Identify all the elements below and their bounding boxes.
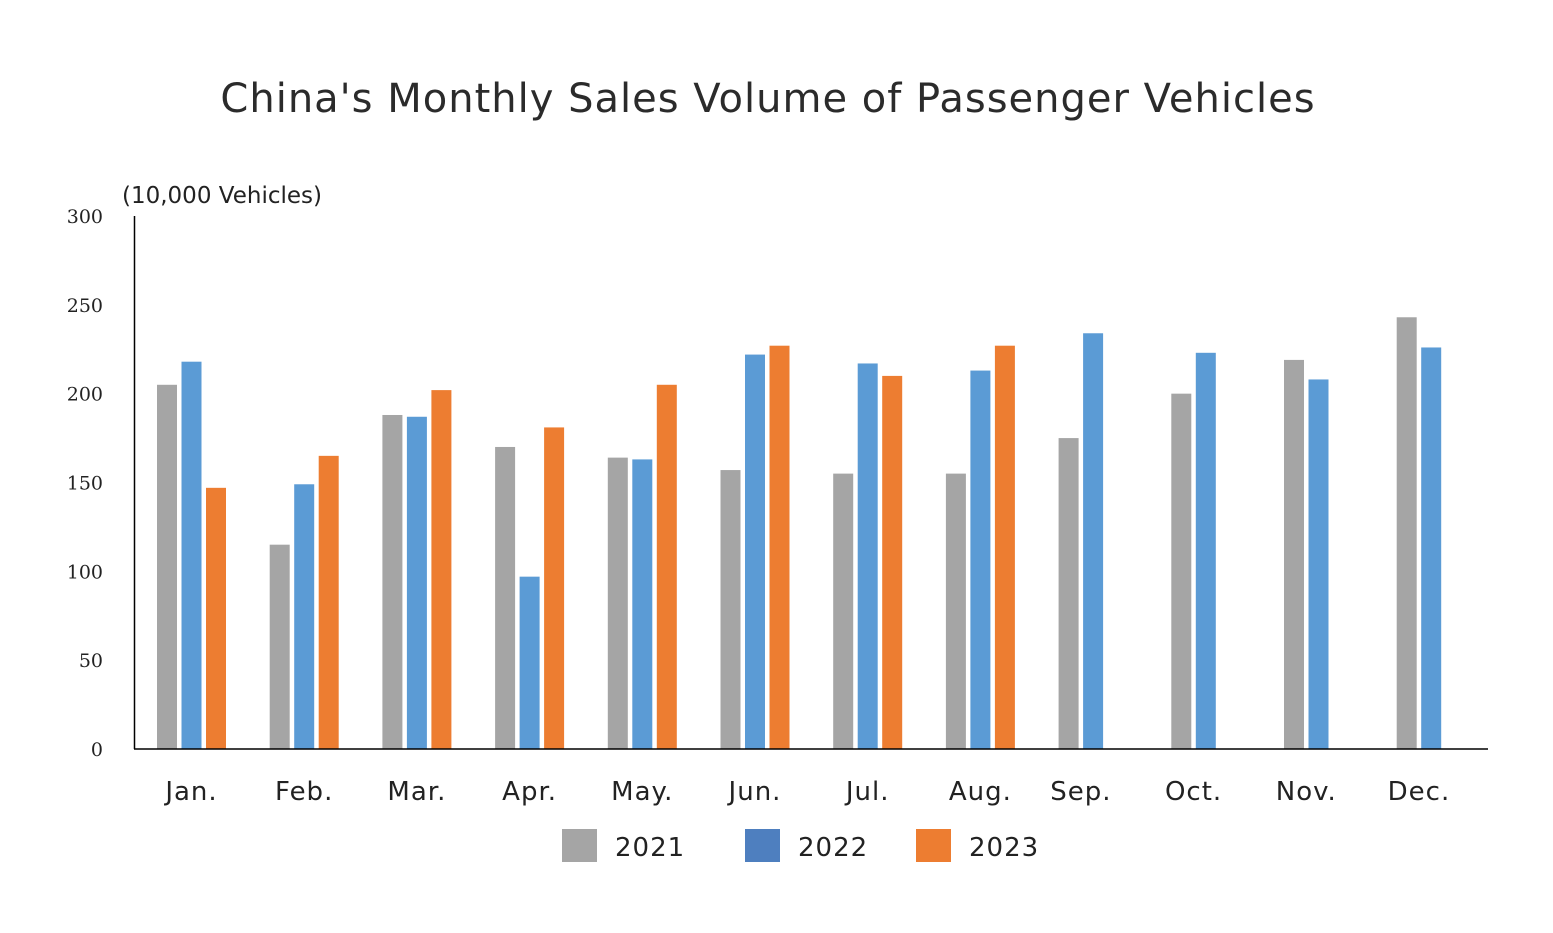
legend-label: 2021 (615, 833, 685, 863)
bar-2021-mar (382, 414, 403, 749)
x-tick-label: Jan. (163, 777, 217, 807)
bar-2022-oct (1195, 352, 1216, 749)
legend-item-2022: 2022 (745, 829, 868, 863)
x-tick-label: Mar. (387, 777, 446, 807)
x-tick-label: Aug. (949, 777, 1012, 807)
bar-2021-aug (945, 473, 966, 749)
x-tick-label: Jul. (844, 777, 890, 807)
legend-swatch (745, 829, 780, 862)
y-tick-label: 150 (67, 473, 103, 495)
bar-2023-may (656, 384, 677, 749)
x-tick-label: Apr. (502, 777, 557, 807)
chart-title: China's Monthly Sales Volume of Passenge… (220, 76, 1315, 122)
bar-2021-jan (157, 384, 177, 749)
bar-2022-feb (294, 484, 315, 749)
bar-2021-feb (269, 544, 290, 749)
legend-label: 2023 (969, 833, 1039, 863)
bar-2023-mar (431, 390, 452, 749)
bar-2021-nov (1284, 359, 1304, 749)
bar-2021-sep (1058, 438, 1079, 749)
x-tick-label: Jun. (727, 777, 782, 807)
bar-2022-nov (1308, 379, 1329, 749)
legend-item-2023: 2023 (916, 829, 1039, 863)
bar-2023-jul (882, 375, 903, 749)
bar-2023-aug (994, 345, 1015, 749)
y-tick-label: 250 (67, 295, 103, 317)
bar-2021-jul (833, 473, 854, 749)
legend-swatch (916, 829, 951, 862)
bar-2023-jan (206, 487, 226, 749)
legend-item-2021: 2021 (562, 829, 685, 863)
x-tick-label: Feb. (275, 777, 333, 807)
bar-2022-sep (1083, 333, 1104, 749)
x-tick-label: Sep. (1050, 777, 1111, 807)
x-tick-label: Dec. (1388, 777, 1451, 807)
bar-2022-jan (181, 361, 202, 749)
x-tick-label: Nov. (1276, 777, 1337, 807)
bar-2022-jun (745, 354, 765, 749)
y-tick-label: 200 (67, 384, 103, 406)
bar-2023-jun (769, 345, 790, 749)
bar-2022-mar (406, 416, 427, 749)
bar-2021-apr (495, 446, 516, 749)
bar-2023-apr (544, 427, 565, 749)
legend-swatch (562, 829, 597, 862)
bar-2021-oct (1171, 393, 1192, 749)
x-tick-label: May. (611, 777, 673, 807)
bar-2022-may (632, 459, 653, 749)
bar-2021-may (607, 457, 628, 749)
bar-2021-dec (1396, 317, 1417, 749)
bar-2023-feb (318, 455, 339, 749)
y-tick-label: 100 (67, 561, 103, 583)
y-axis-unit-label: (10,000 Vehicles) (122, 183, 322, 209)
bar-2021-jun (720, 470, 741, 749)
bar-2022-apr (519, 576, 540, 749)
x-tick-label: Oct. (1165, 777, 1222, 807)
y-tick-label: 0 (91, 739, 103, 761)
bar-2022-jul (857, 363, 878, 749)
y-tick-label: 300 (67, 206, 103, 228)
bar-2022-aug (970, 370, 991, 749)
legend-label: 2022 (798, 833, 868, 863)
y-tick-label: 50 (79, 650, 103, 672)
bar-2022-dec (1421, 347, 1442, 749)
